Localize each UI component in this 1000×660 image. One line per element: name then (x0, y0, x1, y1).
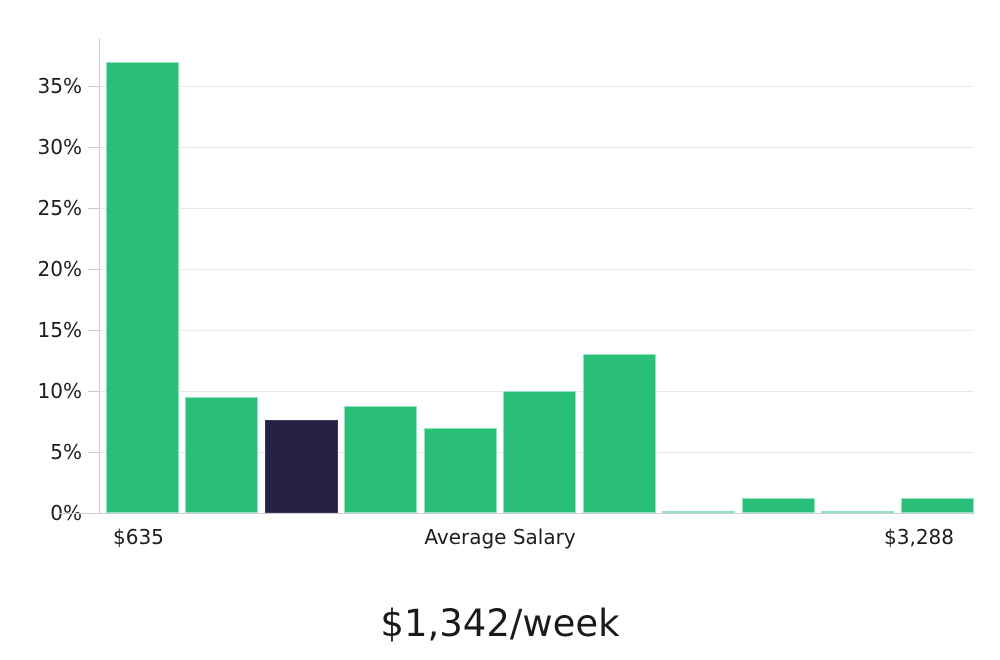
gridline (99, 86, 974, 87)
y-axis-tick-mark (88, 147, 99, 148)
bar (662, 510, 735, 513)
bar (821, 511, 894, 513)
x-axis-title: Average Salary (424, 525, 576, 549)
bar (344, 405, 417, 513)
y-axis-tick-mark (88, 269, 99, 270)
y-axis-tick-label: 15% (37, 318, 82, 342)
y-axis-tick-mark (88, 86, 99, 87)
y-axis-tick-label: 30% (37, 135, 82, 159)
gridline (99, 269, 974, 270)
bar (901, 498, 974, 513)
bar (583, 354, 656, 513)
y-axis-tick-mark (88, 330, 99, 331)
y-axis-tick-label: 5% (50, 440, 82, 464)
y-axis-tick-mark (88, 208, 99, 209)
chart-caption: $1,342/week (380, 602, 620, 645)
bar-series (99, 38, 974, 513)
bar (503, 391, 576, 513)
bar (185, 397, 258, 513)
y-axis-tick-mark (88, 452, 99, 453)
y-axis-tick-label: 10% (37, 379, 82, 403)
gridline (99, 208, 974, 209)
y-axis-tick-label: 20% (37, 257, 82, 281)
gridline (99, 330, 974, 331)
y-axis-tick-mark (88, 391, 99, 392)
y-axis-line (99, 38, 100, 514)
y-axis-tick-label: 35% (37, 74, 82, 98)
bar (106, 61, 179, 513)
gridline (99, 147, 974, 148)
x-axis-line (58, 513, 974, 514)
bar (742, 498, 815, 513)
bar (424, 427, 497, 513)
x-axis-min-label: $635 (113, 525, 164, 549)
x-axis-max-label: $3,288 (884, 525, 954, 549)
y-axis-tick-label: 25% (37, 196, 82, 220)
bar-highlighted (265, 420, 338, 513)
